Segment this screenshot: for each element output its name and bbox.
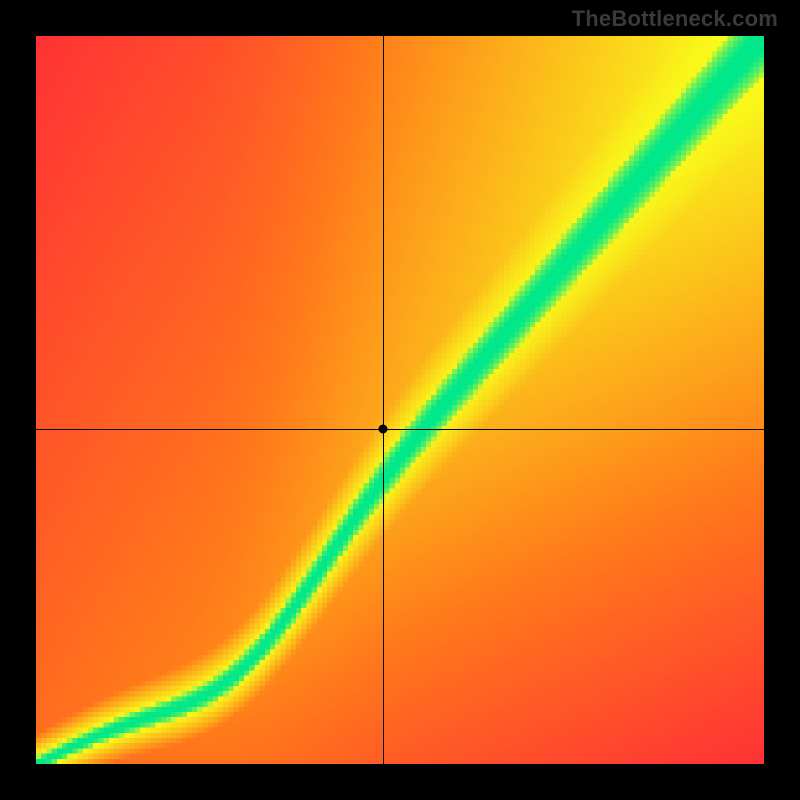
crosshair-horizontal [36, 429, 764, 430]
plot-area [36, 36, 764, 764]
crosshair-vertical [383, 36, 384, 764]
chart-container: TheBottleneck.com [0, 0, 800, 800]
watermark-text: TheBottleneck.com [572, 6, 778, 32]
bottleneck-heatmap [36, 36, 764, 764]
data-point-marker [379, 425, 388, 434]
